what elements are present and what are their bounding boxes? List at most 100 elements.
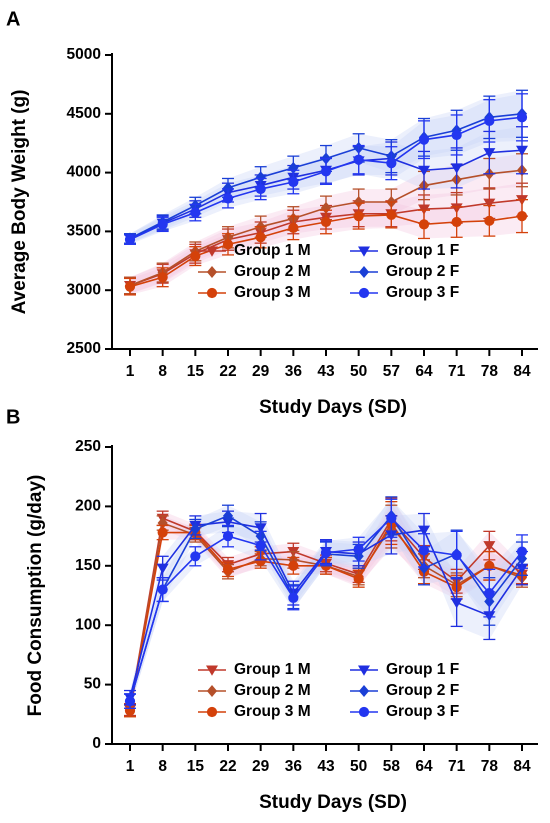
panel-a-chart: A 2500 3000 3500 4000 4500 5000 1 8 15 22 29 36 43 50 5… (6, 8, 538, 418)
series-group-3-f (124, 93, 528, 245)
x-tick-label: 29 (252, 363, 270, 380)
data-point (190, 250, 201, 262)
data-point (353, 544, 364, 555)
x-tick-label: 15 (187, 758, 205, 775)
x-tick-label: 1 (126, 758, 135, 775)
legend-label: Group 3 F (386, 703, 459, 720)
data-point (484, 588, 495, 599)
data-point (222, 239, 234, 250)
data-point (386, 209, 397, 221)
legend-item: Group 2 M (198, 682, 311, 699)
x-tick-label: 8 (158, 758, 167, 775)
legend-label: Group 2 F (386, 263, 459, 280)
data-point (516, 145, 528, 156)
data-point (386, 158, 397, 169)
panel-letter: B (6, 406, 20, 428)
data-point (222, 509, 234, 522)
data-point (353, 573, 364, 584)
legend-marker (358, 665, 370, 676)
data-point (451, 550, 462, 561)
y-tick-label: 2500 (67, 340, 101, 357)
legend-item: Group 3 M (198, 284, 311, 301)
data-point (124, 234, 136, 245)
y-tick-label: 150 (75, 557, 101, 574)
data-point (451, 129, 462, 141)
legend-marker (206, 665, 218, 676)
data-point (418, 525, 430, 536)
x-axis-title: Study Days (SD) (259, 792, 407, 813)
data-point (418, 219, 430, 230)
legend-item: Group 1 F (350, 242, 459, 259)
data-point (255, 232, 266, 243)
x-tick-label: 78 (481, 758, 499, 775)
x-tick-label: 58 (383, 758, 401, 775)
data-point (222, 564, 234, 575)
x-tick-label: 71 (448, 758, 466, 775)
y-tick-label: 50 (84, 676, 101, 693)
legend-item: Group 1 F (350, 661, 459, 678)
data-point (222, 181, 234, 194)
legend-label: Group 1 M (234, 242, 311, 259)
x-tick-label: 84 (513, 363, 531, 380)
legend-item: Group 3 F (350, 284, 459, 301)
legend-item: Group 3 F (350, 703, 459, 720)
data-point (320, 547, 332, 558)
legend-marker (358, 246, 370, 257)
y-axis-title: Food Consumption (g/day) (25, 475, 46, 717)
data-point (124, 281, 136, 292)
data-point (288, 222, 299, 233)
panel-b-chart: B 0 50 100 150 200 250 1 8 15 22 29 36 43 50 58 64 71 78 84… (6, 406, 538, 813)
x-tick-label: 1 (126, 363, 135, 380)
data-point (156, 563, 169, 574)
legend-item: Group 2 F (350, 682, 459, 699)
data-point (483, 198, 496, 209)
data-point (255, 171, 266, 184)
data-point (353, 196, 364, 208)
data-point (353, 154, 364, 165)
data-point (255, 183, 266, 195)
data-point (516, 112, 528, 123)
data-point (483, 541, 496, 552)
y-tick-label: 250 (75, 438, 101, 455)
legend-marker (206, 287, 218, 299)
data-point (157, 527, 168, 538)
legend-label: Group 3 F (386, 284, 459, 301)
x-axis-title: Study Days (SD) (259, 397, 407, 418)
panel-letter: A (6, 8, 20, 30)
y-tick-label: 100 (75, 616, 101, 633)
data-point (483, 148, 496, 159)
y-tick-label: 0 (92, 735, 101, 752)
x-tick-label: 43 (317, 363, 335, 380)
x-tick-label: 64 (415, 758, 433, 775)
y-tick-label: 200 (75, 497, 101, 514)
y-tick-label: 3500 (67, 222, 101, 239)
data-point (157, 584, 168, 595)
legend-marker (358, 266, 370, 278)
legend-marker (358, 685, 370, 697)
data-point (418, 134, 430, 145)
data-point (516, 211, 528, 222)
data-point (255, 540, 266, 551)
legend-item: Group 1 M (198, 661, 311, 678)
legend-label: Group 3 M (234, 284, 311, 301)
legend-marker (206, 246, 218, 257)
data-point (255, 555, 266, 567)
x-tick-label: 71 (448, 363, 466, 380)
legend-item: Group 2 M (198, 263, 311, 280)
legend-label: Group 2 M (234, 263, 311, 280)
data-point (190, 551, 201, 562)
x-tick-label: 50 (350, 363, 367, 380)
data-point (320, 166, 332, 177)
data-point (484, 115, 495, 126)
x-tick-label: 36 (285, 758, 303, 775)
data-point (190, 207, 201, 218)
data-point (418, 545, 430, 556)
legend-marker (206, 706, 218, 718)
y-axis-title: Average Body Weight (g) (9, 90, 30, 315)
legend-item: Group 1 M (198, 242, 311, 259)
data-point (288, 560, 299, 571)
data-point (320, 216, 332, 228)
legend-item: Group 3 M (198, 703, 311, 720)
data-point (450, 598, 463, 609)
